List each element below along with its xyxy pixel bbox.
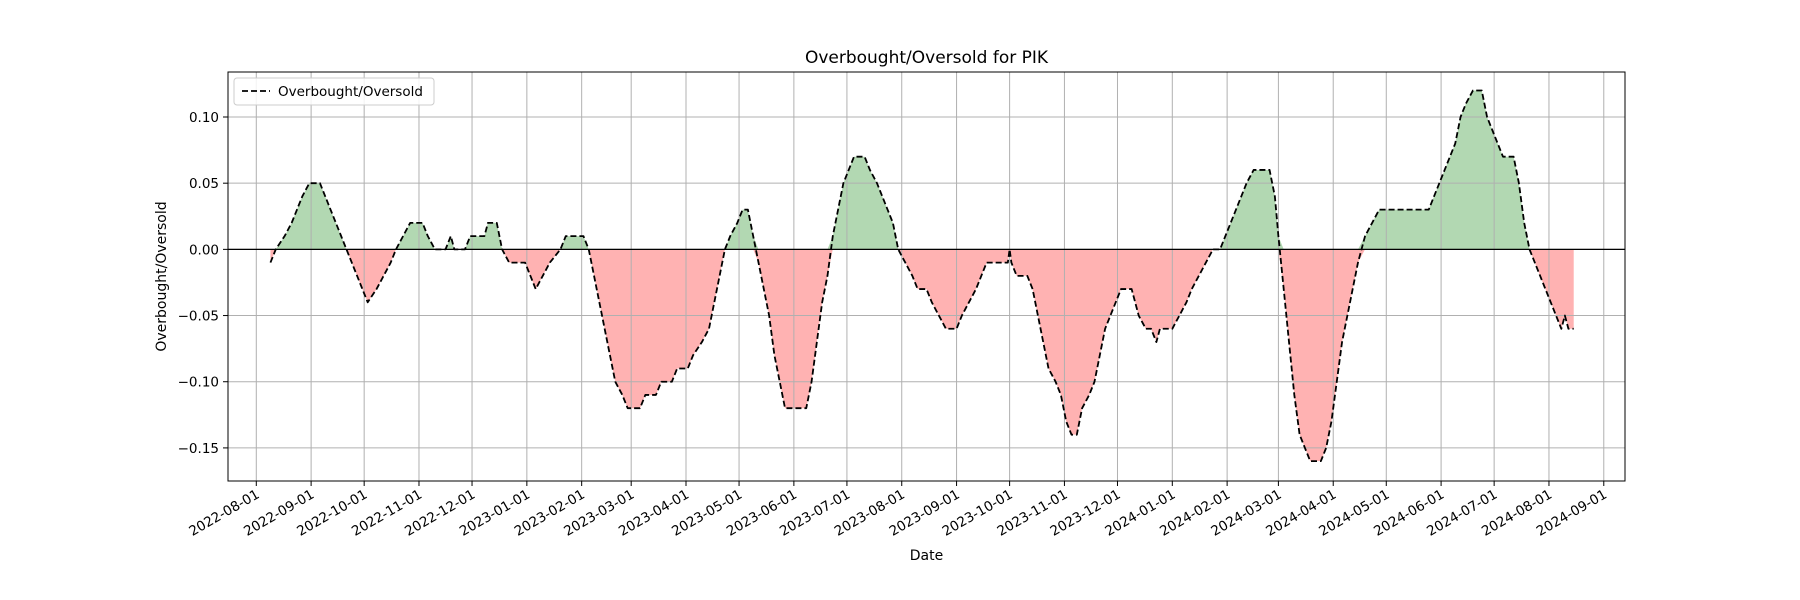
y-tick-label-4: −0.10 — [178, 375, 219, 391]
legend-entry-label: Overbought/Oversold — [278, 84, 423, 100]
y-axis-ticks: 0.10 0.05 0.00 −0.05 −0.10 −0.15 — [178, 110, 228, 457]
legend: Overbought/Oversold — [233, 77, 435, 106]
y-axis-label: Overbought/Oversold — [154, 201, 170, 351]
y-tick-label-2: 0.00 — [189, 242, 219, 258]
chart-title: Overbought/Oversold for PIK — [805, 48, 1049, 68]
y-tick-label-0: 0.10 — [189, 110, 219, 126]
plot-frame — [227, 71, 1626, 482]
y-tick-label-3: −0.05 — [178, 309, 219, 325]
y-tick-label-1: 0.05 — [189, 176, 219, 192]
legend-box — [233, 77, 435, 106]
y-tick-label-5: −0.15 — [178, 441, 219, 457]
negative-area-fill — [270, 249, 1574, 462]
x-axis-label: Date — [910, 548, 943, 564]
x-axis-ticks: 2022-08-012022-09-012022-10-012022-11-01… — [186, 481, 1610, 540]
positive-area-fill — [270, 90, 1574, 250]
area-fills — [270, 90, 1574, 462]
series-line-overbought-oversold — [269, 89, 1574, 463]
